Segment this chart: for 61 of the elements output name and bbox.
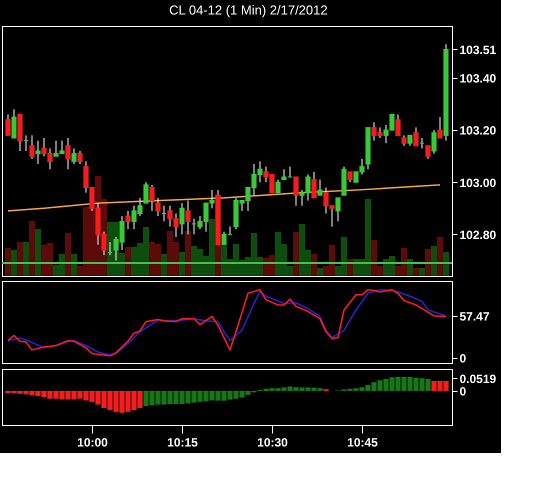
candlestick [11, 108, 16, 138]
candlestick [438, 116, 443, 138]
candlestick [414, 127, 418, 146]
candlestick [36, 140, 40, 165]
bar [161, 254, 167, 276]
bar [185, 231, 192, 276]
candlestick [126, 210, 130, 230]
bar [419, 268, 426, 276]
bar [125, 247, 131, 276]
y-tick-label: 0.0519 [460, 372, 497, 386]
candlestick [276, 179, 281, 194]
bar [293, 232, 300, 276]
candlestick [317, 179, 322, 196]
bar [311, 254, 318, 276]
candlestick [335, 197, 340, 222]
candlestick [425, 145, 430, 160]
bar [35, 229, 41, 276]
x-tick-label: 10:30 [257, 436, 288, 450]
bar [431, 246, 437, 276]
bar [413, 268, 419, 276]
y-tick-label: 103.40 [460, 72, 497, 86]
y-tick-label: 0 [460, 384, 466, 398]
candlestick [6, 114, 11, 136]
x-tick-label: 10:45 [347, 436, 378, 450]
candlestick [312, 171, 317, 198]
x-tick-label: 10:00 [77, 436, 108, 450]
bar [17, 242, 23, 276]
candlestick [407, 134, 412, 146]
x-tick-label: 10:15 [167, 436, 198, 450]
candlestick [402, 134, 407, 146]
candlestick [144, 182, 148, 204]
candlestick [150, 184, 155, 212]
candlestick [72, 148, 76, 165]
line-series [7, 184, 441, 212]
candlestick [348, 171, 353, 183]
candlestick [29, 134, 34, 160]
bar [23, 242, 30, 276]
y-tick-label: 103.00 [460, 176, 497, 190]
bar [316, 268, 323, 276]
y-tick-label: 103.20 [460, 124, 497, 138]
bar [5, 248, 12, 276]
candlestick [396, 114, 400, 136]
y-tick-label: 57.47 [460, 310, 490, 324]
bar [64, 233, 71, 276]
bar [424, 249, 431, 276]
candlestick [65, 137, 70, 170]
bar [28, 221, 35, 276]
candlestick [294, 176, 299, 206]
bar [442, 252, 449, 276]
candlestick [155, 197, 160, 217]
chart-title: CL 04-12 (1 Min) 2/17/2012 [169, 2, 328, 18]
y-tick-label: 102.80 [460, 228, 497, 242]
bar [10, 250, 17, 276]
candlestick [78, 150, 83, 165]
y-tick-label: 103.51 [460, 42, 497, 57]
y-tick-label: 0 [460, 351, 466, 366]
bar [71, 254, 77, 276]
bar [437, 237, 444, 276]
bar [179, 252, 185, 276]
candlestick [432, 130, 436, 154]
candlestick [180, 202, 184, 235]
